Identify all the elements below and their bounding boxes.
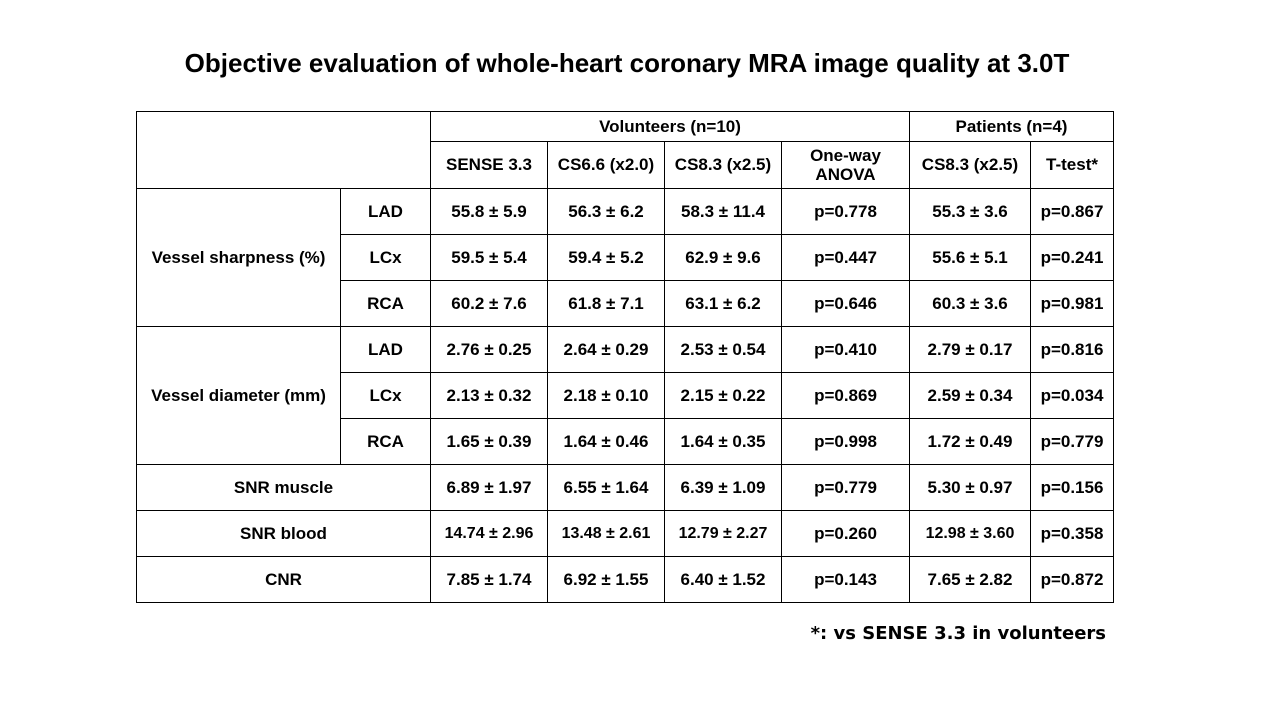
- table-row: Vessel diameter (mm) LAD 2.76 ± 0.25 2.6…: [136, 326, 1114, 465]
- group-header-volunteers: Volunteers (n=10): [430, 111, 910, 142]
- table-row: Vessel sharpness (%) LAD 55.8 ± 5.9 56.3…: [136, 188, 1114, 327]
- value-cell: 2.59 ± 0.34: [909, 372, 1031, 419]
- metric-label: Vessel diameter (mm): [136, 326, 341, 465]
- metric-label: CNR: [136, 556, 431, 603]
- p-value-cell: p=0.998: [781, 418, 910, 465]
- sub-label: LCx: [340, 372, 431, 419]
- p-value-cell: p=0.156: [1030, 464, 1114, 511]
- value-cell: 60.3 ± 3.6: [909, 280, 1031, 327]
- group-header-patients: Patients (n=4): [909, 111, 1114, 142]
- p-value-cell: p=0.981: [1030, 280, 1114, 327]
- value-cell: 12.98 ± 3.60: [909, 510, 1031, 557]
- footnote: *: vs SENSE 3.3 in volunteers: [810, 623, 1106, 644]
- p-value-cell: p=0.143: [781, 556, 910, 603]
- sub-label: LCx: [340, 234, 431, 281]
- metric-label: Vessel sharpness (%): [136, 188, 341, 327]
- value-cell: 2.64 ± 0.29: [547, 326, 665, 373]
- value-cell: 14.74 ± 2.96: [430, 510, 548, 557]
- value-cell: 2.13 ± 0.32: [430, 372, 548, 419]
- value-cell: 12.79 ± 2.27: [664, 510, 782, 557]
- table-row: RCA 1.65 ± 0.39 1.64 ± 0.46 1.64 ± 0.35 …: [137, 418, 1114, 465]
- column-header: CS6.6 (x2.0): [547, 141, 665, 189]
- column-header: SENSE 3.3: [430, 141, 548, 189]
- p-value-cell: p=0.358: [1030, 510, 1114, 557]
- value-cell: 2.53 ± 0.54: [664, 326, 782, 373]
- column-header: One-way ANOVA: [781, 141, 910, 189]
- value-cell: 55.3 ± 3.6: [909, 188, 1031, 235]
- value-cell: 62.9 ± 9.6: [664, 234, 782, 281]
- sub-label: LAD: [340, 188, 431, 235]
- p-value-cell: p=0.872: [1030, 556, 1114, 603]
- sub-label: RCA: [340, 418, 431, 465]
- value-cell: 6.40 ± 1.52: [664, 556, 782, 603]
- value-cell: 61.8 ± 7.1: [547, 280, 665, 327]
- value-cell: 6.92 ± 1.55: [547, 556, 665, 603]
- table-row: LCx 2.13 ± 0.32 2.18 ± 0.10 2.15 ± 0.22 …: [137, 372, 1114, 419]
- p-value-cell: p=0.646: [781, 280, 910, 327]
- column-header: T-test*: [1030, 141, 1114, 189]
- table-row: SNR muscle 6.89 ± 1.97 6.55 ± 1.64 6.39 …: [136, 464, 1114, 511]
- p-value-cell: p=0.260: [781, 510, 910, 557]
- slide-title: Objective evaluation of whole-heart coro…: [184, 48, 1070, 78]
- p-value-cell: p=0.779: [1030, 418, 1114, 465]
- p-value-cell: p=0.867: [1030, 188, 1114, 235]
- value-cell: 59.4 ± 5.2: [547, 234, 665, 281]
- p-value-cell: p=0.034: [1030, 372, 1114, 419]
- table-row: CNR 7.85 ± 1.74 6.92 ± 1.55 6.40 ± 1.52 …: [136, 556, 1114, 603]
- p-value-cell: p=0.410: [781, 326, 910, 373]
- value-cell: 59.5 ± 5.4: [430, 234, 548, 281]
- group-header-row: Volunteers (n=10) Patients (n=4): [136, 111, 1114, 189]
- corner-cell: [136, 111, 431, 189]
- value-cell: 1.64 ± 0.35: [664, 418, 782, 465]
- value-cell: 2.76 ± 0.25: [430, 326, 548, 373]
- column-header-row: SENSE 3.3 CS6.6 (x2.0) CS8.3 (x2.5) One-…: [137, 141, 1114, 189]
- value-cell: 6.89 ± 1.97: [430, 464, 548, 511]
- value-cell: 6.55 ± 1.64: [547, 464, 665, 511]
- column-header: CS8.3 (x2.5): [664, 141, 782, 189]
- value-cell: 1.72 ± 0.49: [909, 418, 1031, 465]
- metric-label: SNR muscle: [136, 464, 431, 511]
- p-value-cell: p=0.447: [781, 234, 910, 281]
- column-header: CS8.3 (x2.5): [909, 141, 1031, 189]
- value-cell: 58.3 ± 11.4: [664, 188, 782, 235]
- value-cell: 6.39 ± 1.09: [664, 464, 782, 511]
- results-table: Volunteers (n=10) Patients (n=4) SENSE 3…: [136, 111, 1114, 603]
- value-cell: 2.18 ± 0.10: [547, 372, 665, 419]
- value-cell: 7.65 ± 2.82: [909, 556, 1031, 603]
- p-value-cell: p=0.778: [781, 188, 910, 235]
- metric-label: SNR blood: [136, 510, 431, 557]
- value-cell: 55.6 ± 5.1: [909, 234, 1031, 281]
- sub-label: LAD: [340, 326, 431, 373]
- p-value-cell: p=0.869: [781, 372, 910, 419]
- value-cell: 60.2 ± 7.6: [430, 280, 548, 327]
- value-cell: 13.48 ± 2.61: [547, 510, 665, 557]
- value-cell: 1.65 ± 0.39: [430, 418, 548, 465]
- sub-label: RCA: [340, 280, 431, 327]
- value-cell: 2.15 ± 0.22: [664, 372, 782, 419]
- value-cell: 7.85 ± 1.74: [430, 556, 548, 603]
- value-cell: 56.3 ± 6.2: [547, 188, 665, 235]
- value-cell: 2.79 ± 0.17: [909, 326, 1031, 373]
- value-cell: 63.1 ± 6.2: [664, 280, 782, 327]
- table-row: SNR blood 14.74 ± 2.96 13.48 ± 2.61 12.7…: [136, 510, 1114, 557]
- table-row: RCA 60.2 ± 7.6 61.8 ± 7.1 63.1 ± 6.2 p=0…: [137, 280, 1114, 327]
- value-cell: 5.30 ± 0.97: [909, 464, 1031, 511]
- value-cell: 55.8 ± 5.9: [430, 188, 548, 235]
- p-value-cell: p=0.779: [781, 464, 910, 511]
- value-cell: 1.64 ± 0.46: [547, 418, 665, 465]
- p-value-cell: p=0.241: [1030, 234, 1114, 281]
- p-value-cell: p=0.816: [1030, 326, 1114, 373]
